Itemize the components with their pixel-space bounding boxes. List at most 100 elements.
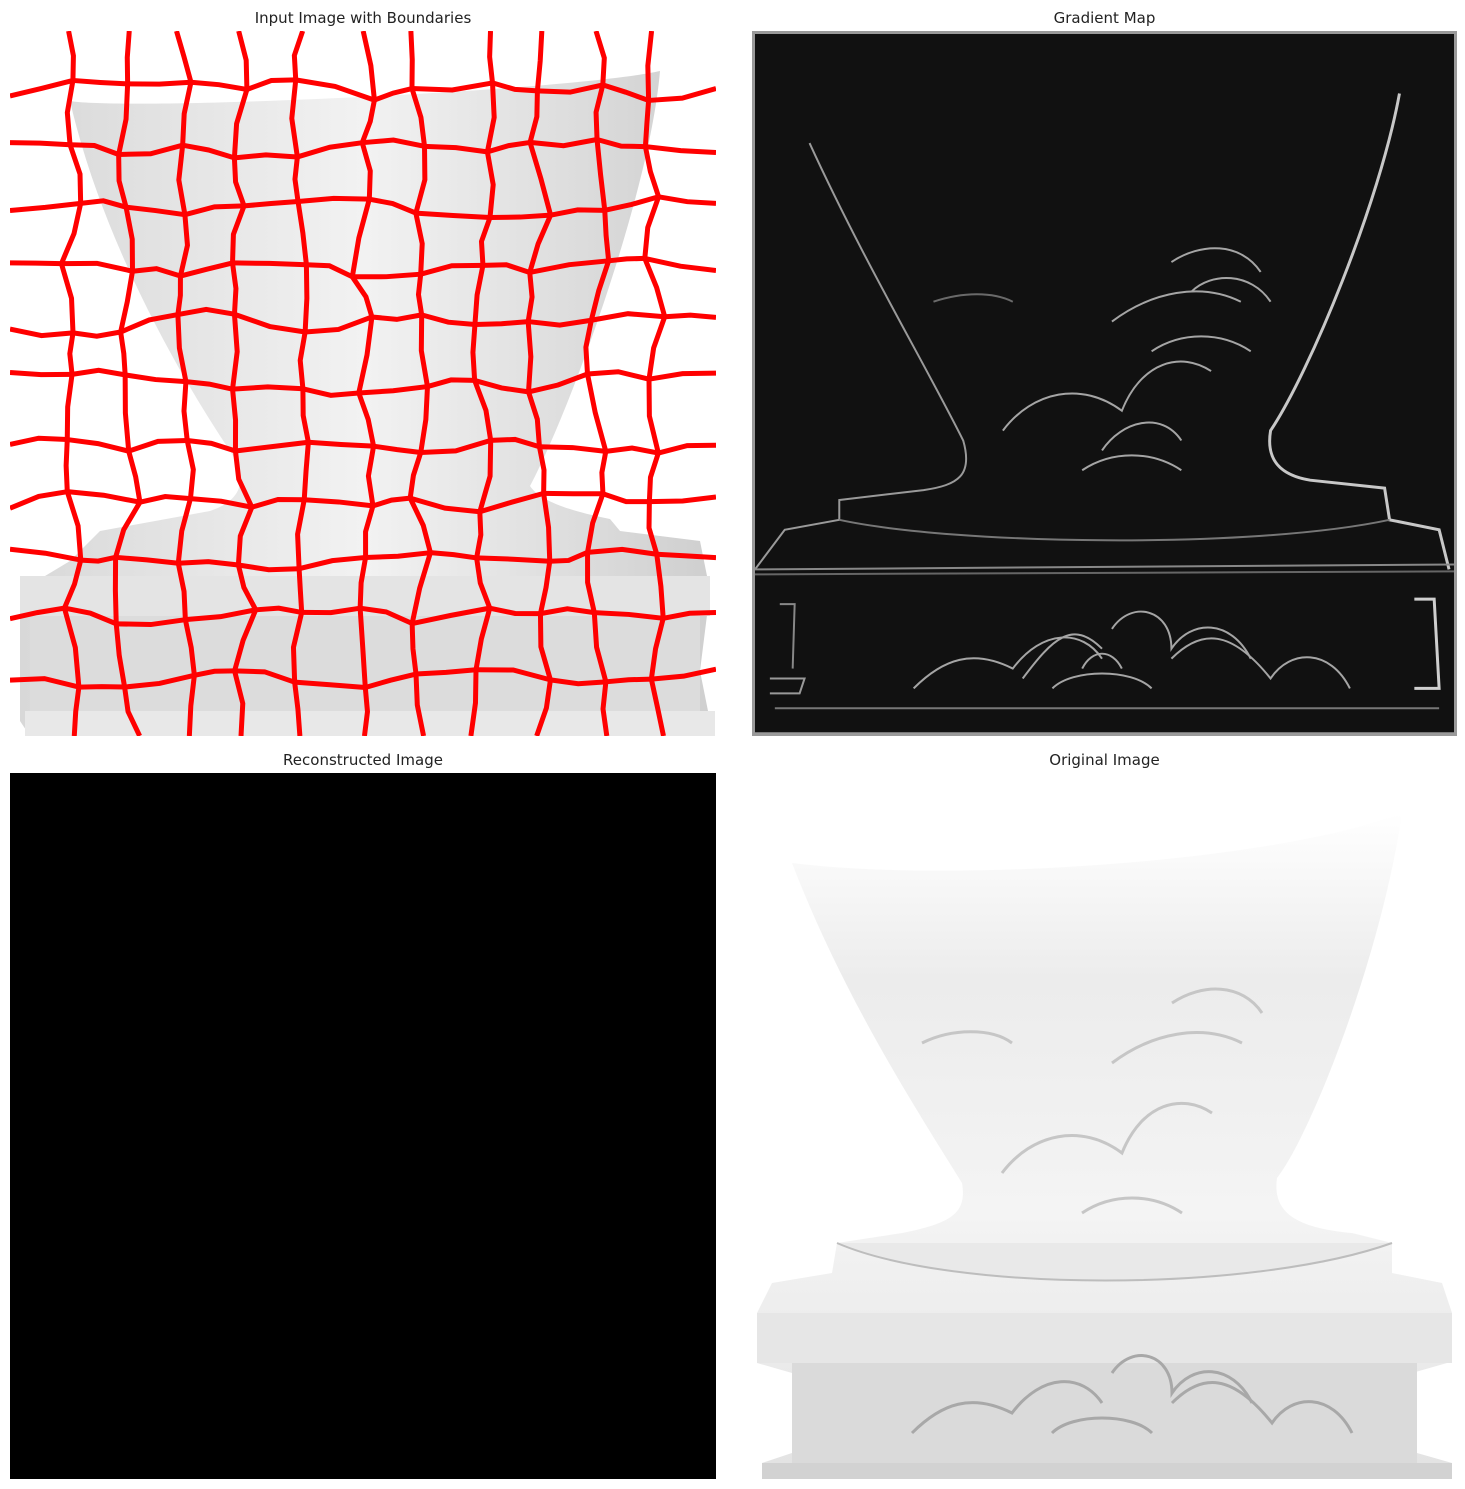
boundary-segment xyxy=(478,216,493,266)
boundary-segment xyxy=(657,442,716,456)
boundary-segment xyxy=(181,381,190,441)
superpixel-boundaries xyxy=(10,31,716,736)
boundary-segment xyxy=(302,386,359,398)
boundary-segment xyxy=(66,437,130,454)
boundary-segment xyxy=(357,608,368,688)
boundary-segment xyxy=(472,379,494,441)
boundary-segment xyxy=(602,210,612,262)
boundary-segment xyxy=(420,262,483,277)
boundary-segment xyxy=(362,137,426,149)
gradient-map xyxy=(752,31,1457,736)
boundary-segment xyxy=(359,142,373,200)
boundary-segment xyxy=(80,554,117,564)
boundary-segment xyxy=(408,31,415,89)
boundary-segment xyxy=(175,497,193,564)
input-image-with-boundaries xyxy=(10,31,716,736)
boundary-segment xyxy=(409,551,433,625)
boundary-segment xyxy=(648,678,666,736)
boundary-segment xyxy=(63,439,70,492)
boundary-segment xyxy=(365,445,377,507)
boundary-segment xyxy=(112,557,119,624)
boundary-segment xyxy=(474,319,529,327)
boundary-segment xyxy=(301,442,311,500)
boundary-segment xyxy=(602,82,650,103)
boundary-segment xyxy=(537,613,553,681)
boundary-segment xyxy=(534,31,545,92)
boundary-segment xyxy=(230,388,239,452)
boundary-segment xyxy=(662,610,716,621)
boundary-segment xyxy=(71,367,126,378)
boundary-segment xyxy=(72,329,122,339)
boundary-segment xyxy=(123,206,135,272)
boundary-segment xyxy=(232,384,304,392)
boundary-segment xyxy=(10,370,73,378)
boundary-segment xyxy=(232,260,307,268)
boundary-segment xyxy=(61,260,134,274)
boundary-segment xyxy=(642,257,668,318)
boundary-segment xyxy=(124,672,195,690)
boundary-segment xyxy=(190,496,253,510)
boundary-segment xyxy=(359,99,377,144)
boundary-segment xyxy=(587,369,650,382)
boundary-segment xyxy=(489,605,541,617)
boundary-segment xyxy=(605,676,652,685)
boundary-segment xyxy=(583,319,594,375)
boundary-segment xyxy=(413,212,425,275)
boundary-segment xyxy=(605,445,659,456)
boundary-segment xyxy=(350,275,375,318)
boundary-segment xyxy=(10,605,65,622)
boundary-segment xyxy=(115,554,179,566)
boundary-segment xyxy=(118,331,128,376)
boundary-segment xyxy=(291,31,306,80)
boundary-segment xyxy=(526,391,542,447)
boundary-segment xyxy=(648,617,666,680)
boundary-segment xyxy=(358,384,428,396)
boundary-segment xyxy=(179,260,234,279)
boundary-segment xyxy=(536,446,547,494)
boundary-segment xyxy=(539,444,607,454)
boundary-segment xyxy=(642,195,661,259)
boundary-segment xyxy=(296,140,363,160)
boundary-segment xyxy=(470,324,478,381)
boundary-segment xyxy=(593,31,607,86)
boundary-segment xyxy=(10,489,68,511)
boundary-segment xyxy=(64,490,84,561)
boundary-segment xyxy=(193,668,235,678)
boundary-segment xyxy=(646,379,661,454)
boundary-segment xyxy=(541,493,553,562)
boundary-segment xyxy=(231,157,247,207)
boundary-segment xyxy=(132,266,182,279)
boundary-segment xyxy=(364,671,417,690)
boundary-segment xyxy=(527,317,592,328)
boundary-segment xyxy=(411,605,491,626)
boundary-segment xyxy=(308,439,374,449)
boundary-segment xyxy=(585,373,609,453)
boundary-segment xyxy=(127,79,192,87)
boundary-segment xyxy=(608,255,645,264)
boundary-segment xyxy=(295,201,309,265)
boundary-segment xyxy=(593,84,606,140)
boundary-segment xyxy=(243,198,299,209)
boundary-segment xyxy=(62,607,82,688)
boundary-segment xyxy=(234,152,298,161)
boundary-segment xyxy=(235,439,309,454)
boundary-segment xyxy=(415,273,425,316)
boundary-segment xyxy=(527,141,554,216)
boundary-segment xyxy=(474,557,493,610)
boundary-segment xyxy=(475,667,552,683)
boundary-segment xyxy=(238,562,300,573)
boundary-segment xyxy=(372,495,411,509)
boundary-segment xyxy=(476,555,550,564)
boundary-segment xyxy=(236,31,250,90)
panel-title-input: Input Image with Boundaries xyxy=(254,9,472,27)
boundary-segment xyxy=(290,611,305,683)
panel-title-reconstructed: Reconstructed Image xyxy=(283,751,443,769)
boundary-segment xyxy=(124,31,132,84)
boundary-segment xyxy=(185,607,257,623)
boundary-segment xyxy=(175,314,189,383)
boundary-segment xyxy=(415,210,491,221)
boundary-segment xyxy=(591,612,609,683)
boundary-segment xyxy=(651,666,716,682)
boundary-segment xyxy=(67,332,76,375)
boundary-segment xyxy=(352,271,421,280)
